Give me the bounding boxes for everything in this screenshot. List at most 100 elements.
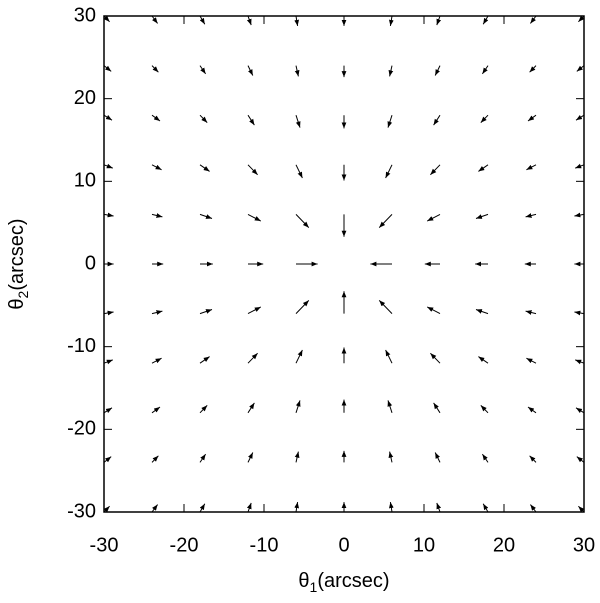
arrow — [578, 505, 585, 513]
y-tick-label: -30 — [67, 500, 96, 522]
arrow — [103, 114, 113, 121]
arrow — [574, 310, 585, 316]
arrow — [103, 65, 112, 72]
arrow — [481, 65, 489, 75]
arrow — [388, 65, 394, 77]
arrow — [388, 15, 394, 26]
arrow — [482, 15, 489, 25]
arrow — [388, 451, 394, 463]
arrow — [295, 115, 301, 128]
arrow — [103, 456, 112, 463]
arrow — [529, 455, 537, 463]
arrow — [151, 310, 163, 315]
arrow — [430, 352, 441, 364]
arrow — [387, 115, 393, 128]
arrow — [199, 356, 210, 364]
arrow — [151, 504, 158, 513]
arrow — [151, 455, 159, 463]
x-tick-label: 0 — [338, 534, 349, 556]
arrow — [151, 114, 161, 122]
arrow — [478, 164, 489, 172]
arrow — [103, 15, 110, 23]
arrow — [527, 406, 537, 414]
arrow — [247, 452, 254, 463]
arrow — [295, 214, 310, 228]
arrow — [576, 456, 585, 463]
arrow — [478, 356, 489, 364]
arrow — [151, 213, 163, 218]
arrow — [436, 15, 442, 26]
y-tick-label: -20 — [67, 418, 96, 440]
arrow — [294, 502, 300, 513]
arrow — [199, 65, 207, 75]
arrow — [246, 502, 252, 513]
arrow — [387, 400, 393, 413]
arrow — [526, 164, 537, 171]
arrow — [103, 310, 114, 316]
arrow — [475, 308, 489, 315]
arrow — [151, 164, 162, 171]
arrow — [103, 163, 113, 169]
arrow — [575, 163, 585, 169]
arrow — [151, 15, 158, 24]
arrow — [475, 213, 489, 220]
arrow — [433, 114, 441, 126]
arrow — [525, 310, 537, 315]
arrow — [199, 15, 206, 25]
x-tick-label: -10 — [250, 534, 279, 556]
arrow — [199, 164, 210, 172]
arrow — [199, 503, 206, 513]
arrow — [247, 164, 258, 176]
arrow — [246, 15, 252, 26]
arrow — [576, 65, 585, 72]
arrow — [294, 65, 300, 77]
arrow — [530, 15, 537, 24]
arrow — [247, 114, 255, 126]
arrow — [151, 357, 162, 364]
arrow — [525, 213, 537, 218]
arrow — [103, 359, 113, 365]
plot-frame — [103, 15, 585, 513]
arrow — [103, 212, 114, 218]
arrow — [430, 164, 441, 176]
arrow — [199, 453, 207, 463]
arrow — [482, 503, 489, 513]
arrow — [378, 214, 393, 228]
arrow — [199, 405, 208, 414]
y-tick-label: 30 — [74, 4, 96, 26]
arrow — [575, 359, 585, 365]
arrow — [434, 65, 441, 76]
arrow — [199, 213, 213, 220]
x-tick-label: 10 — [413, 534, 435, 556]
arrow — [199, 308, 213, 315]
arrow — [527, 114, 537, 122]
x-tick-label: 30 — [573, 534, 595, 556]
arrow — [199, 114, 208, 123]
arrow — [526, 357, 537, 364]
arrow — [575, 114, 585, 121]
arrow — [436, 502, 442, 513]
arrow — [426, 306, 441, 315]
arrow — [295, 400, 301, 413]
x-axis-label: θ1(arcsec) — [298, 570, 389, 594]
arrow — [434, 452, 441, 463]
arrow — [481, 453, 489, 463]
arrow — [388, 502, 394, 513]
arrow — [433, 402, 441, 414]
arrow — [294, 451, 300, 463]
arrow — [103, 407, 113, 414]
arrow — [247, 65, 254, 76]
x-tick-label: 20 — [493, 534, 515, 556]
arrow — [574, 212, 585, 218]
arrow — [575, 407, 585, 414]
arrow — [578, 15, 585, 23]
arrow — [295, 349, 303, 364]
arrow — [103, 505, 110, 513]
x-tick-label: -20 — [170, 534, 199, 556]
arrow — [530, 504, 537, 513]
arrow — [247, 352, 258, 364]
y-tick-label: 0 — [85, 252, 96, 274]
arrow — [294, 15, 300, 26]
arrow — [247, 213, 262, 222]
